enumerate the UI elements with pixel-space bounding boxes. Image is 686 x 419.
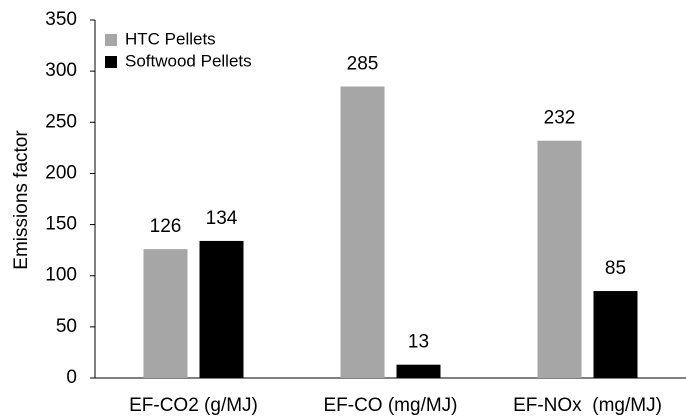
value-label: 134 xyxy=(206,208,238,229)
y-tick-label: 300 xyxy=(45,60,77,81)
x-tick-label: EF-NOx (mg/MJ) xyxy=(513,395,662,416)
value-label: 13 xyxy=(408,332,429,353)
y-tick-label: 100 xyxy=(45,265,77,286)
legend-label: Softwood Pellets xyxy=(125,51,252,70)
bar xyxy=(593,291,638,378)
legend-label: HTC Pellets xyxy=(125,29,216,48)
y-tick-label: 50 xyxy=(56,316,77,337)
value-label: 85 xyxy=(605,258,626,279)
x-tick-label: EF-CO (mg/MJ) xyxy=(323,395,457,416)
bar xyxy=(199,240,244,378)
y-axis-label: Emissions factor xyxy=(11,130,32,270)
legend-swatch xyxy=(105,56,117,68)
legend-swatch xyxy=(105,34,117,46)
bar xyxy=(143,249,188,378)
y-tick-label: 350 xyxy=(45,9,77,30)
x-tick-label: EF-CO2 (g/MJ) xyxy=(129,395,258,416)
y-tick-label: 250 xyxy=(45,111,77,132)
y-tick-label: 200 xyxy=(45,162,77,183)
y-tick-label: 0 xyxy=(66,367,77,388)
bar xyxy=(340,86,385,378)
bar xyxy=(537,140,582,378)
value-label: 126 xyxy=(150,216,182,237)
value-label: 232 xyxy=(544,108,576,129)
value-label: 285 xyxy=(347,54,379,75)
bar xyxy=(396,364,441,378)
y-tick-label: 150 xyxy=(45,214,77,235)
